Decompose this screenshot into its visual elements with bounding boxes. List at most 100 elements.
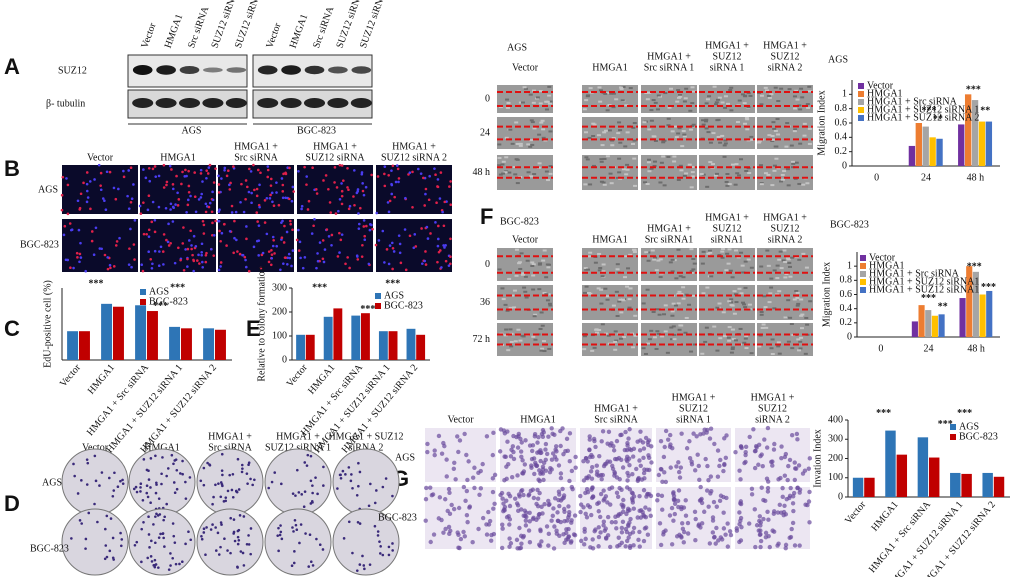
- texture: [679, 169, 684, 172]
- cell-dot: [112, 186, 116, 190]
- texture: [586, 94, 591, 97]
- colony: [154, 541, 157, 545]
- cell-dot: [390, 192, 394, 196]
- y-tick-label: 0.8: [835, 103, 848, 114]
- texture: [684, 172, 689, 175]
- colony: [171, 522, 175, 525]
- cell-dot: [782, 503, 787, 508]
- texture: [624, 255, 629, 258]
- texture: [632, 139, 637, 142]
- texture: [585, 158, 590, 161]
- cell-dot: [757, 514, 763, 519]
- legend-swatch: [858, 107, 864, 113]
- cell-dot: [85, 182, 89, 186]
- cell-dot: [408, 234, 412, 238]
- texture: [582, 291, 587, 294]
- cell-dot: [285, 230, 289, 234]
- colony: [355, 493, 359, 497]
- cell-dot: [465, 519, 470, 525]
- cell-dot: [230, 211, 234, 214]
- legend-swatch: [140, 289, 146, 295]
- bar: [147, 311, 158, 360]
- micrograph: [757, 285, 813, 320]
- colony: [376, 534, 380, 537]
- cell-dot: [491, 506, 496, 511]
- texture: [498, 106, 503, 109]
- colony: [357, 484, 360, 488]
- cell-dot: [721, 468, 726, 474]
- texture: [532, 315, 537, 318]
- cell-dot: [529, 448, 535, 454]
- bar: [971, 100, 979, 166]
- cell-dot: [204, 210, 208, 214]
- cell-dot: [725, 544, 731, 549]
- cell-dot: [344, 262, 347, 266]
- texture: [584, 99, 589, 102]
- cell-dot: [706, 504, 711, 509]
- texture: [611, 106, 616, 109]
- cell-dot: [589, 512, 594, 518]
- legend-label: HMGA1 + SUZ12 siRNA 2: [867, 112, 979, 123]
- texture: [725, 252, 730, 255]
- cell-dot: [424, 263, 428, 266]
- cell-dot: [228, 183, 231, 187]
- texture: [795, 296, 800, 299]
- colony: [279, 524, 282, 527]
- cell-dot: [328, 201, 332, 204]
- texture: [546, 179, 551, 182]
- cell-dot: [126, 194, 129, 198]
- texture: [597, 252, 602, 255]
- y-tick-label: 0.6: [840, 289, 853, 300]
- cell-dot: [616, 455, 622, 461]
- colony: [170, 453, 174, 457]
- significance: ***: [981, 282, 996, 293]
- cell-dot: [739, 445, 744, 451]
- cell-dot: [679, 504, 684, 510]
- texture: [706, 131, 711, 134]
- colony: [145, 484, 149, 488]
- cell-dot: [757, 518, 762, 524]
- band: [202, 98, 224, 108]
- texture: [727, 248, 732, 251]
- cell-dot: [182, 226, 185, 229]
- cell-dot: [60, 193, 64, 197]
- plate: [332, 508, 400, 576]
- cell-dot: [458, 536, 464, 542]
- cell-dot: [639, 477, 645, 482]
- cell-dot: [663, 479, 669, 485]
- cell-dot: [421, 262, 424, 265]
- micrograph: [641, 285, 697, 320]
- texture: [773, 145, 778, 148]
- colony: [162, 536, 165, 540]
- cell-dot: [312, 224, 315, 228]
- cell-dot: [603, 526, 608, 531]
- column-header: SUZ12: [771, 223, 800, 234]
- column-header: siRNA 1: [710, 62, 745, 73]
- cell-dot: [192, 234, 196, 238]
- cell-dot: [436, 244, 440, 248]
- plate: [264, 448, 332, 516]
- cell-dot: [259, 266, 263, 270]
- cell-dot: [509, 474, 515, 480]
- cell-dot: [618, 432, 623, 438]
- cell-dot: [200, 242, 204, 246]
- y-tick-label: 200: [828, 453, 843, 464]
- row-label: 48 h: [473, 167, 491, 178]
- texture: [598, 100, 603, 103]
- cell-dot: [565, 518, 570, 523]
- cell-dot: [292, 190, 295, 193]
- texture: [658, 258, 663, 261]
- cell-dot: [725, 521, 730, 526]
- cell-dot: [425, 449, 430, 455]
- colony: [154, 491, 158, 495]
- cell-dot: [549, 518, 554, 523]
- cell-dot: [436, 260, 439, 264]
- texture: [736, 256, 741, 259]
- cell-dot: [157, 174, 161, 178]
- cell-dot: [449, 203, 453, 207]
- cell-dot: [472, 485, 477, 491]
- texture: [747, 303, 752, 306]
- cell-dot: [466, 459, 471, 464]
- cell-dot: [658, 466, 664, 472]
- texture: [682, 100, 687, 103]
